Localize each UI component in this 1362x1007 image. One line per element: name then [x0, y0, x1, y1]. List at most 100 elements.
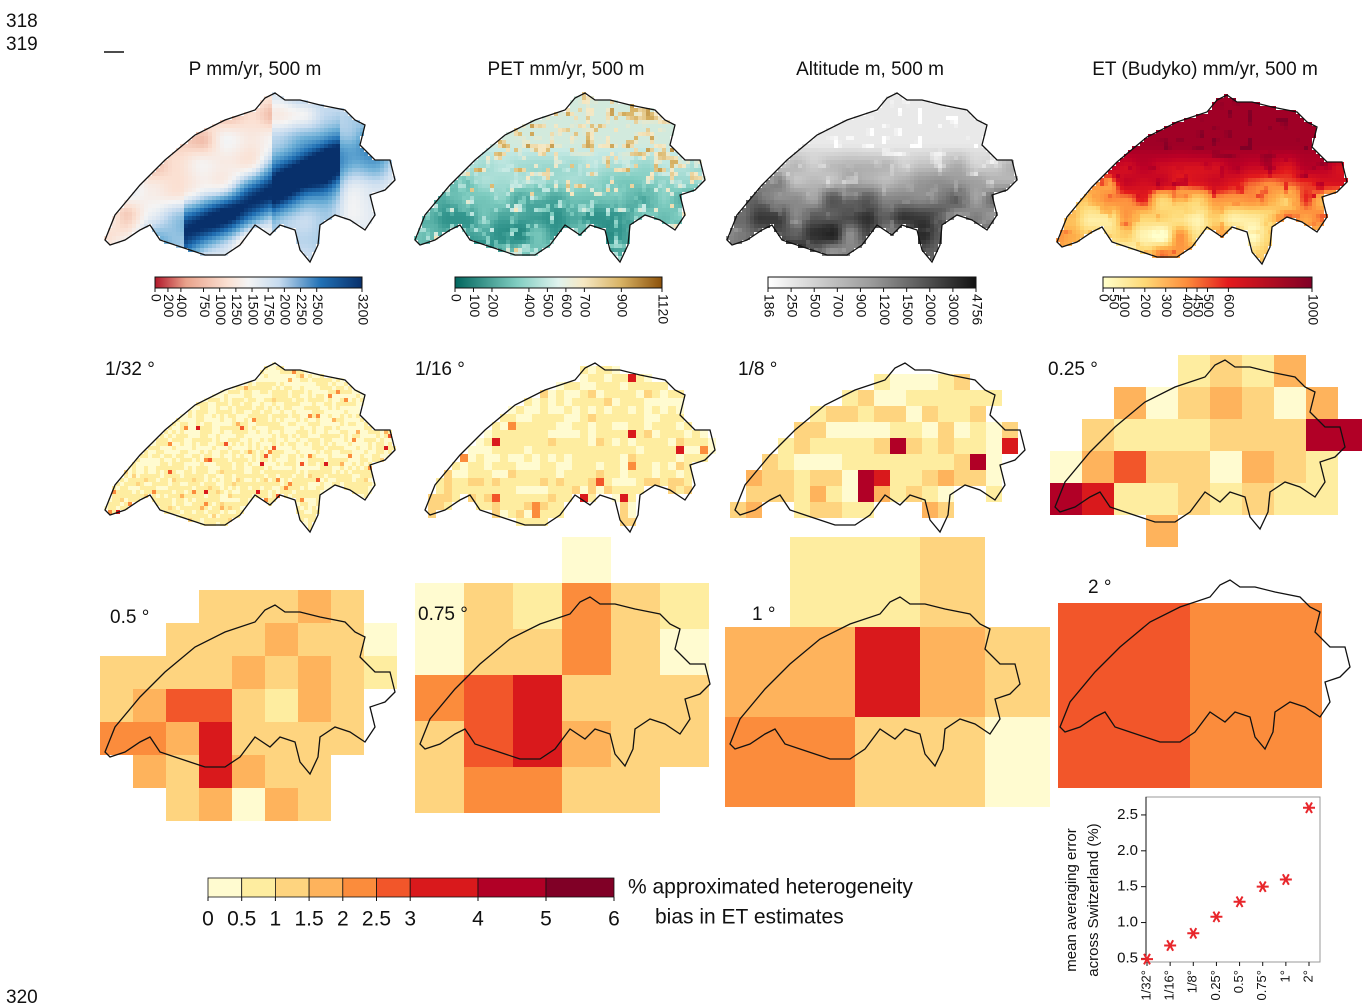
map-cell	[814, 168, 818, 172]
map-cell	[946, 188, 950, 192]
map-cell	[478, 224, 482, 228]
map-cell	[188, 180, 192, 184]
map-cell	[252, 216, 256, 220]
map-cell	[598, 212, 602, 216]
map-cell	[886, 224, 890, 228]
map-cell	[380, 168, 384, 172]
map-cell	[670, 204, 674, 208]
map-cell	[522, 144, 526, 148]
map-cell	[758, 216, 762, 220]
map-cell	[830, 164, 834, 168]
map-cell	[754, 212, 758, 216]
map-cell	[918, 188, 922, 192]
map-cell	[340, 128, 344, 132]
map-cell	[866, 208, 870, 212]
map-cell	[328, 112, 332, 116]
map-cell	[248, 200, 252, 204]
map-cell	[332, 188, 336, 192]
map-cell	[466, 204, 470, 208]
map-cell	[782, 220, 786, 224]
map-cell	[530, 248, 534, 252]
map-cell	[112, 228, 116, 232]
map-cell	[280, 176, 284, 180]
map-cell	[642, 164, 646, 168]
map-cell	[590, 188, 594, 192]
map-cell	[196, 248, 200, 252]
map-cell	[188, 224, 192, 228]
map-cell	[372, 168, 376, 172]
map-cell	[224, 180, 228, 184]
map-cell	[478, 216, 482, 220]
map-cell	[316, 196, 320, 200]
map-cell	[518, 244, 522, 248]
map-cell	[312, 104, 316, 108]
map-cell	[128, 216, 132, 220]
map-cell	[530, 176, 534, 180]
map-cell	[610, 164, 614, 168]
map-cell	[846, 124, 850, 128]
map-cell	[164, 216, 168, 220]
map-cell	[236, 192, 240, 196]
map-cell	[300, 156, 304, 160]
map-cell	[328, 188, 332, 192]
map-cell	[292, 116, 296, 120]
map-cell	[610, 148, 614, 152]
map-cell	[814, 140, 818, 144]
map-cell	[316, 188, 320, 192]
map-cell	[626, 216, 630, 220]
map-cell	[530, 180, 534, 184]
map-cell	[446, 196, 450, 200]
map-cell	[490, 200, 494, 204]
map-cell	[132, 228, 136, 232]
map-cell	[818, 208, 822, 212]
map-cell	[922, 144, 926, 148]
map-cell	[212, 248, 216, 252]
map-cell	[834, 128, 838, 132]
map-cell	[874, 132, 878, 136]
map-cell	[946, 116, 950, 120]
map-cell	[858, 144, 862, 148]
map-cell	[910, 108, 914, 112]
map-cell	[506, 144, 510, 148]
map-cell	[810, 236, 814, 240]
map-cell	[478, 200, 482, 204]
map-cell	[762, 200, 766, 204]
map-cell	[224, 168, 228, 172]
map-cell	[188, 244, 192, 248]
map-cell	[610, 220, 614, 224]
map-cell	[566, 140, 570, 144]
map-cell	[220, 176, 224, 180]
map-cell	[208, 196, 212, 200]
map-cell	[200, 152, 204, 156]
map-cell	[486, 156, 490, 160]
map-cell	[188, 160, 192, 164]
map-cell	[324, 116, 328, 120]
map-cell	[316, 112, 320, 116]
map-cell	[894, 124, 898, 128]
map-cell	[474, 184, 478, 188]
map-cell	[434, 232, 438, 236]
map-cell	[248, 120, 252, 124]
map-cell	[630, 128, 634, 132]
map-cell	[674, 196, 678, 200]
map-cell	[216, 224, 220, 228]
map-cell	[252, 116, 256, 120]
map-cell	[742, 212, 746, 216]
map-cell	[830, 132, 834, 136]
map-cell	[822, 244, 826, 248]
map-cell	[248, 180, 252, 184]
map-cell	[878, 176, 882, 180]
map-cell	[578, 200, 582, 204]
map-cell	[300, 120, 304, 124]
map-cell	[842, 168, 846, 172]
map-cell	[458, 200, 462, 204]
map-cell	[344, 168, 348, 172]
map-cell	[316, 148, 320, 152]
map-cell	[590, 112, 594, 116]
map-cell	[526, 140, 530, 144]
map-cell	[268, 212, 272, 216]
map-cell	[734, 224, 738, 228]
map-cell	[674, 172, 678, 176]
map-cell	[870, 128, 874, 132]
map-cell	[442, 200, 446, 204]
